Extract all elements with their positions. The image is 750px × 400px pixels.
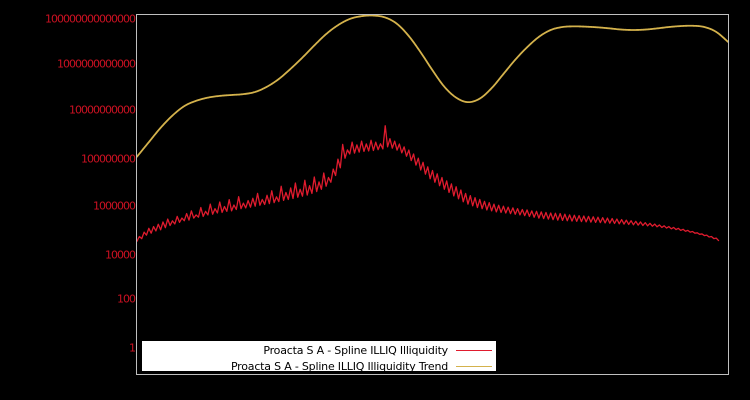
legend-entry-trend: Proacta S A - Spline ILLIQ Illiquidity T… (142, 359, 496, 374)
chart-canvas (137, 15, 728, 242)
y-tick-label-4: 1000000 (93, 199, 136, 213)
legend-label-trend: Proacta S A - Spline ILLIQ Illiquidity T… (230, 360, 448, 373)
trend-line (137, 15, 728, 158)
y-tick-label-7: 1 (129, 341, 136, 355)
chart-legend: Proacta S A - Spline ILLIQ Illiquidity P… (142, 341, 496, 374)
y-tick-label-1: 1000000000000 (57, 57, 136, 71)
y-tick-label-6: 100 (117, 292, 136, 306)
y-tick-label-5: 10000 (105, 248, 136, 262)
plot-area (136, 14, 729, 375)
y-tick-label-0: 100000000000000 (45, 12, 136, 26)
legend-swatch-illiquidity (456, 350, 492, 351)
y-tick-label-2: 10000000000 (69, 103, 136, 117)
y-tick-label-3: 100000000 (81, 152, 136, 166)
legend-entry-illiquidity: Proacta S A - Spline ILLIQ Illiquidity (142, 343, 496, 358)
legend-label-illiquidity: Proacta S A - Spline ILLIQ Illiquidity (263, 344, 448, 357)
illiquidity-line (137, 125, 720, 242)
legend-swatch-trend (456, 366, 492, 367)
